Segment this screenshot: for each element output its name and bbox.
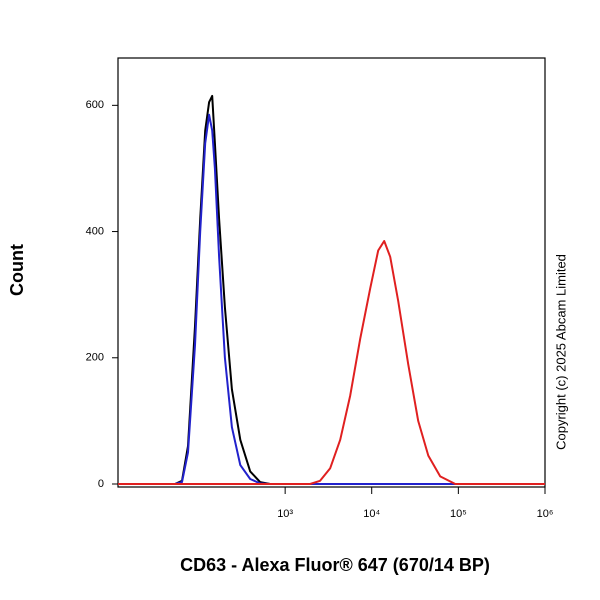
x-tick-label: 10⁴ bbox=[363, 508, 380, 520]
histogram-line bbox=[118, 240, 545, 485]
x-tick-label: 10⁵ bbox=[450, 508, 467, 520]
plot-frame bbox=[117, 57, 546, 488]
copyright: Copyright (c) 2025 Abcam Limited bbox=[553, 254, 568, 450]
x-axis-label: CD63 - Alexa Fluor® 647 (670/14 BP) bbox=[180, 555, 490, 575]
y-tick-label: 0 bbox=[98, 478, 104, 490]
y-axis-label: Count bbox=[7, 244, 27, 296]
x-tick-label: 10⁶ bbox=[537, 508, 554, 520]
y-tick-label: 200 bbox=[86, 352, 104, 364]
x-tick-label: 10³ bbox=[277, 508, 293, 520]
histogram-line bbox=[118, 113, 545, 485]
y-tick-label: 400 bbox=[86, 225, 104, 237]
histogram-line bbox=[118, 94, 545, 485]
y-tick-label: 600 bbox=[86, 99, 104, 111]
